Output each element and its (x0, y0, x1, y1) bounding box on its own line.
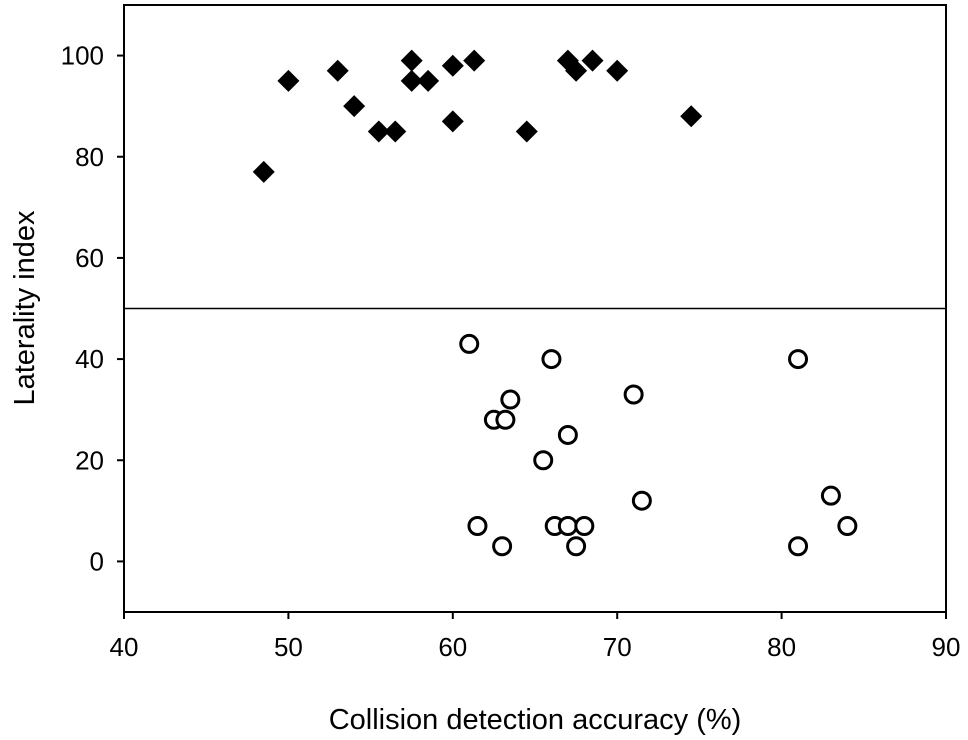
x-tick-label: 70 (603, 632, 632, 662)
diamond-point (441, 54, 464, 77)
circle-point (492, 536, 513, 557)
circle-point (541, 349, 562, 370)
circle-point (566, 536, 587, 557)
x-tick-label: 90 (932, 632, 961, 662)
data-points (252, 49, 858, 557)
diamond-point (277, 69, 300, 92)
circle-point (459, 333, 480, 354)
diamond-point (367, 120, 390, 143)
diamond-point (581, 49, 604, 72)
circle-point (574, 516, 595, 537)
diamond-point (441, 110, 464, 133)
axis-ticks: 40 50 60 70 80 90 0 20 40 60 80 100 (61, 41, 961, 662)
x-axis-title: Collision detection accuracy (%) (329, 704, 742, 736)
diamond-point (252, 160, 275, 183)
circle-point (623, 384, 644, 405)
diamond-point (556, 49, 579, 72)
diamond-point (384, 120, 407, 143)
circle-point (631, 490, 652, 511)
circle-point (820, 485, 841, 506)
y-tick-label: 0 (90, 546, 104, 576)
circle-point (500, 389, 521, 410)
circle-point (788, 349, 809, 370)
diamond-point (400, 49, 423, 72)
diamond-point (515, 120, 538, 143)
diamond-point (343, 95, 366, 118)
x-tick-label: 80 (767, 632, 796, 662)
y-tick-label: 20 (75, 445, 104, 475)
diamond-point (326, 59, 349, 82)
circle-point (533, 450, 554, 471)
diamond-point (400, 69, 423, 92)
y-axis-title: Laterality index (9, 210, 41, 406)
circle-point (557, 424, 578, 445)
circle-point (557, 516, 578, 537)
diamond-point (606, 59, 629, 82)
diamond-point (565, 59, 588, 82)
diamond-point (417, 69, 440, 92)
y-tick-label: 40 (75, 344, 104, 374)
y-tick-label: 80 (75, 142, 104, 172)
y-tick-label: 100 (61, 41, 104, 71)
diamond-point (680, 105, 703, 128)
circle-point (837, 516, 858, 537)
circle-point (495, 409, 516, 430)
x-tick-label: 60 (438, 632, 467, 662)
x-tick-label: 50 (274, 632, 303, 662)
x-tick-label: 40 (110, 632, 139, 662)
diamond-point (463, 49, 486, 72)
circle-point (788, 536, 809, 557)
circle-point (467, 516, 488, 537)
y-tick-label: 60 (75, 243, 104, 273)
